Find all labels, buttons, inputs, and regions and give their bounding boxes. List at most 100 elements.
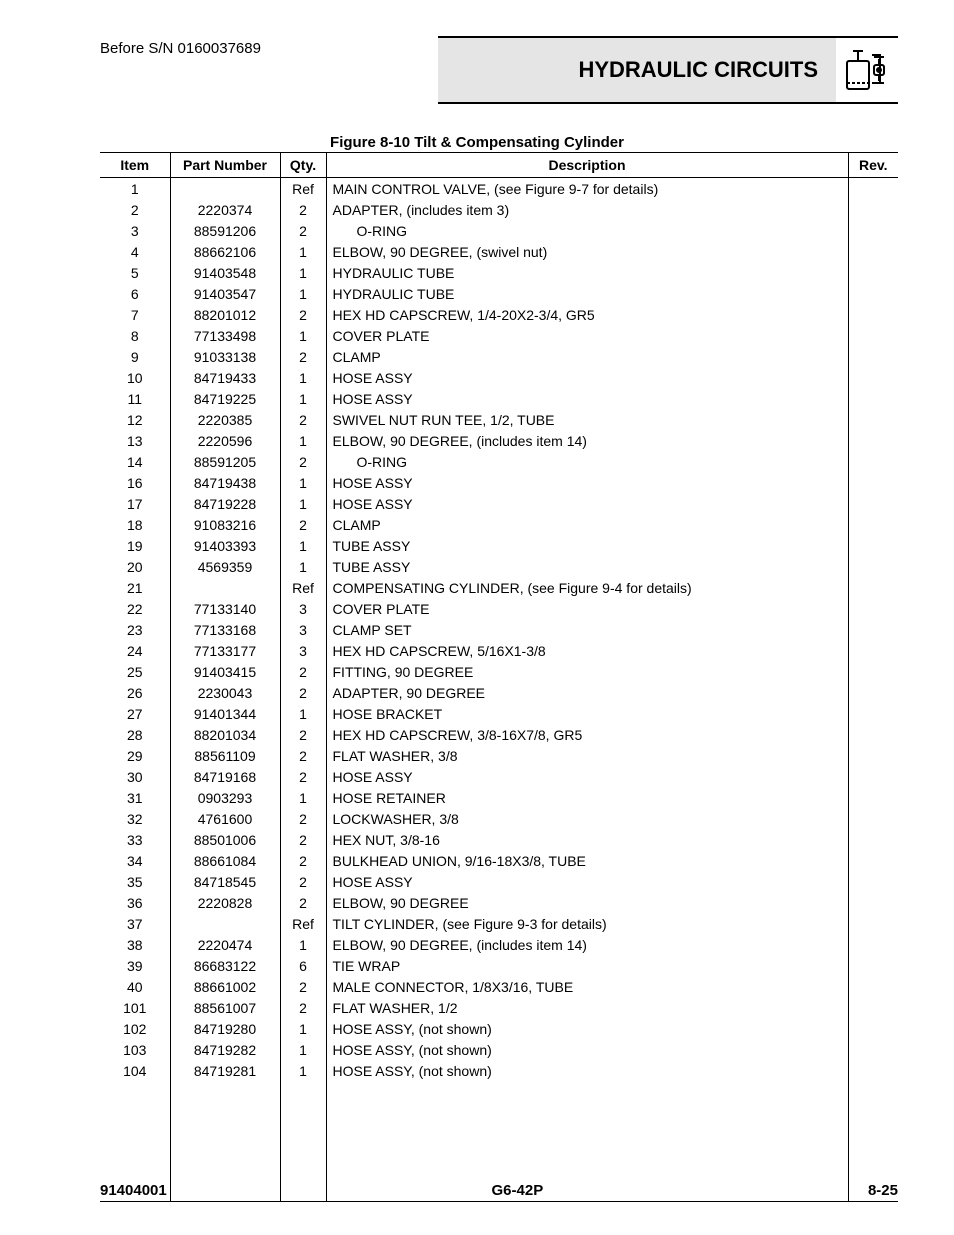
cell-rev	[848, 955, 898, 976]
table-row: 3109032931HOSE RETAINER	[100, 787, 898, 808]
parts-table: Item Part Number Qty. Description Rev. 1…	[100, 152, 898, 1202]
cell-item: 17	[100, 493, 170, 514]
cell-rev	[848, 304, 898, 325]
table-row: 2045693591TUBE ASSY	[100, 556, 898, 577]
cell-desc: O-RING	[326, 451, 848, 472]
cell-qty: 1	[280, 1060, 326, 1081]
col-header-rev: Rev.	[848, 153, 898, 178]
cell-part: 84719433	[170, 367, 280, 388]
section-header-bar: HYDRAULIC CIRCUITS	[438, 36, 898, 104]
cell-part: 88662106	[170, 241, 280, 262]
cell-qty: 2	[280, 724, 326, 745]
cell-qty: 3	[280, 640, 326, 661]
cell-desc: FLAT WASHER, 3/8	[326, 745, 848, 766]
cell-part	[170, 178, 280, 200]
cell-qty: 1	[280, 1018, 326, 1039]
cell-rev	[848, 346, 898, 367]
cell-qty: 2	[280, 976, 326, 997]
cell-desc: TIE WRAP	[326, 955, 848, 976]
cell-rev	[848, 493, 898, 514]
cell-part: 84719168	[170, 766, 280, 787]
cell-qty: 1	[280, 430, 326, 451]
cell-qty: 2	[280, 346, 326, 367]
cell-item: 102	[100, 1018, 170, 1039]
cell-item: 13	[100, 430, 170, 451]
cell-part: 86683122	[170, 955, 280, 976]
cell-rev	[848, 829, 898, 850]
cell-item: 27	[100, 703, 170, 724]
cell-rev	[848, 367, 898, 388]
serial-note: Before S/N 0160037689	[100, 40, 261, 57]
cell-part	[170, 913, 280, 934]
cell-rev	[848, 976, 898, 997]
cell-part: 88201034	[170, 724, 280, 745]
cell-item: 16	[100, 472, 170, 493]
cell-rev	[848, 934, 898, 955]
cell-item: 22	[100, 598, 170, 619]
cell-qty: 2	[280, 661, 326, 682]
page-footer: 91404001 G6-42P 8-25	[100, 1182, 898, 1199]
cell-desc: TUBE ASSY	[326, 535, 848, 556]
col-header-part: Part Number	[170, 153, 280, 178]
col-header-qty: Qty.	[280, 153, 326, 178]
cell-desc: HOSE ASSY	[326, 493, 848, 514]
cell-item: 20	[100, 556, 170, 577]
cell-part: 91403548	[170, 262, 280, 283]
footer-doc-number: 91404001	[100, 1182, 167, 1199]
table-row: 23771331683CLAMP SET	[100, 619, 898, 640]
cell-desc: CLAMP SET	[326, 619, 848, 640]
cell-item: 3	[100, 220, 170, 241]
cell-rev	[848, 199, 898, 220]
table-row: 35847185452HOSE ASSY	[100, 871, 898, 892]
cell-part: 91403415	[170, 661, 280, 682]
cell-desc: COMPENSATING CYLINDER, (see Figure 9-4 f…	[326, 577, 848, 598]
table-row: 1RefMAIN CONTROL VALVE, (see Figure 9-7 …	[100, 178, 898, 200]
cell-part: 88661084	[170, 850, 280, 871]
cell-rev	[848, 388, 898, 409]
cell-item: 7	[100, 304, 170, 325]
cell-rev	[848, 892, 898, 913]
table-row: 5914035481HYDRAULIC TUBE	[100, 262, 898, 283]
cell-item: 37	[100, 913, 170, 934]
footer-model: G6-42P	[492, 1182, 544, 1199]
cell-part: 2220374	[170, 199, 280, 220]
cell-item: 30	[100, 766, 170, 787]
cell-qty: 2	[280, 451, 326, 472]
table-row: 3885912062O-RING	[100, 220, 898, 241]
cell-desc: TUBE ASSY	[326, 556, 848, 577]
cell-desc: HEX HD CAPSCREW, 3/8-16X7/8, GR5	[326, 724, 848, 745]
table-row: 10847194331HOSE ASSY	[100, 367, 898, 388]
cell-rev	[848, 262, 898, 283]
cell-desc: ELBOW, 90 DEGREE, (swivel nut)	[326, 241, 848, 262]
cell-qty: 1	[280, 472, 326, 493]
cell-item: 25	[100, 661, 170, 682]
cell-qty: 1	[280, 388, 326, 409]
cell-qty: 1	[280, 556, 326, 577]
cell-item: 34	[100, 850, 170, 871]
cell-desc: COVER PLATE	[326, 325, 848, 346]
cell-qty: 6	[280, 955, 326, 976]
cell-rev	[848, 703, 898, 724]
cell-item: 1	[100, 178, 170, 200]
cell-rev	[848, 598, 898, 619]
cell-desc: MAIN CONTROL VALVE, (see Figure 9-7 for …	[326, 178, 848, 200]
cell-part: 84719280	[170, 1018, 280, 1039]
figure-caption: Figure 8-10 Tilt & Compensating Cylinder	[0, 134, 954, 151]
table-row: 101885610072FLAT WASHER, 1/2	[100, 997, 898, 1018]
cell-part: 91403547	[170, 283, 280, 304]
cell-item: 2	[100, 199, 170, 220]
table-row: 34886610842BULKHEAD UNION, 9/16-18X3/8, …	[100, 850, 898, 871]
cell-qty: 1	[280, 703, 326, 724]
cell-desc: LOCKWASHER, 3/8	[326, 808, 848, 829]
cell-part: 88501006	[170, 829, 280, 850]
cell-rev	[848, 913, 898, 934]
cell-part: 91403393	[170, 535, 280, 556]
cell-desc: SWIVEL NUT RUN TEE, 1/2, TUBE	[326, 409, 848, 430]
table-row: 11847192251HOSE ASSY	[100, 388, 898, 409]
cell-desc: HOSE ASSY, (not shown)	[326, 1060, 848, 1081]
cell-part: 77133140	[170, 598, 280, 619]
table-row: 14885912052O-RING	[100, 451, 898, 472]
cell-part: 88661002	[170, 976, 280, 997]
cell-desc: ADAPTER, 90 DEGREE	[326, 682, 848, 703]
cell-rev	[848, 808, 898, 829]
